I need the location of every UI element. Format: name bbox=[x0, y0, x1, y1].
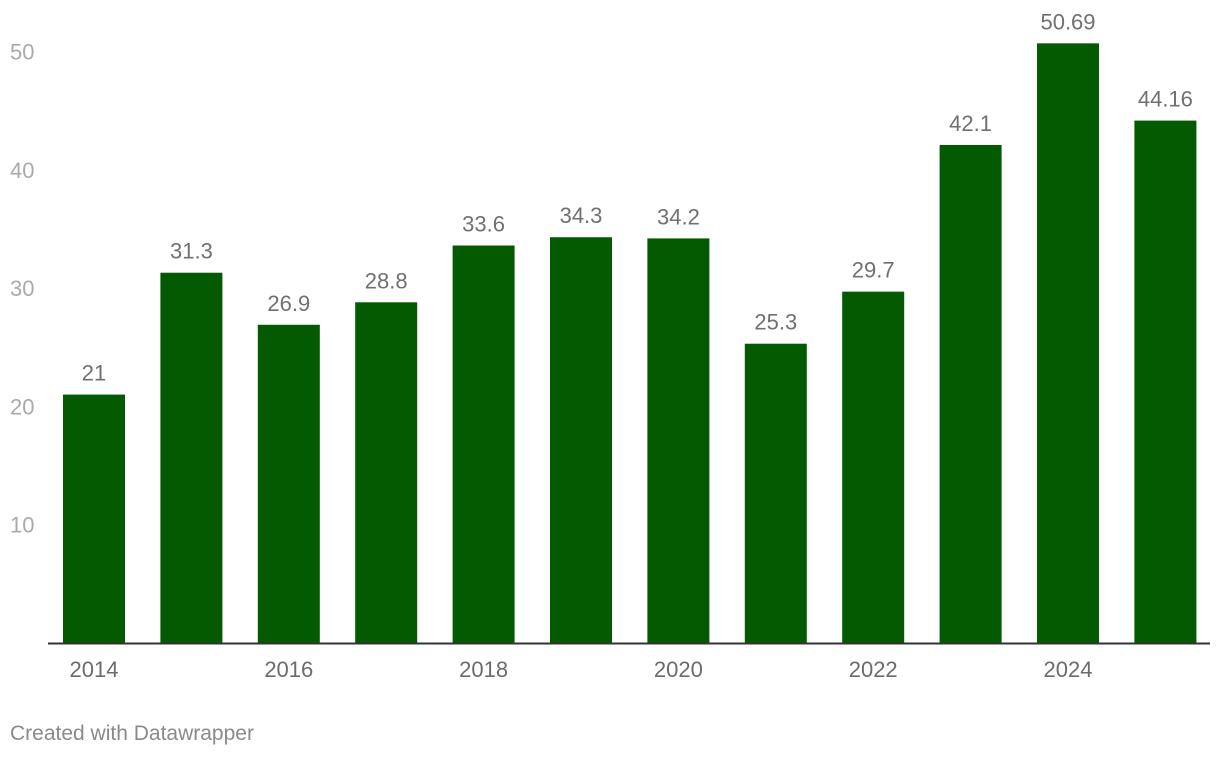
value-label: 29.7 bbox=[852, 258, 895, 283]
bar-2023[interactable] bbox=[939, 144, 1002, 643]
y-tick-label: 10 bbox=[10, 513, 34, 538]
bar-2015[interactable] bbox=[160, 272, 223, 643]
y-axis: 10 20 30 40 50 bbox=[10, 40, 34, 538]
value-label: 21 bbox=[82, 361, 106, 386]
bar-2016[interactable] bbox=[257, 324, 320, 643]
x-tick-label: 2024 bbox=[1044, 657, 1093, 682]
bar-2022[interactable] bbox=[842, 291, 905, 643]
value-label: 44.16 bbox=[1138, 87, 1193, 112]
x-axis: 2014 2016 2018 2020 2022 2024 bbox=[70, 657, 1093, 682]
x-tick-label: 2022 bbox=[849, 657, 898, 682]
value-label: 26.9 bbox=[267, 291, 310, 316]
y-tick-label: 20 bbox=[10, 394, 34, 419]
bar-2021[interactable] bbox=[744, 343, 807, 643]
x-tick-label: 2018 bbox=[459, 657, 508, 682]
value-label: 42.1 bbox=[949, 111, 992, 136]
bars-group bbox=[63, 43, 1197, 644]
value-label: 34.3 bbox=[560, 203, 603, 228]
y-tick-label: 50 bbox=[10, 40, 34, 65]
footer-credit: Created with Datawrapper bbox=[10, 722, 254, 745]
bar-2018[interactable] bbox=[452, 245, 515, 643]
y-tick-label: 40 bbox=[10, 158, 34, 183]
bar-2014[interactable] bbox=[63, 394, 125, 643]
x-tick-label: 2014 bbox=[70, 657, 119, 682]
value-label: 33.6 bbox=[462, 212, 505, 237]
value-label: 34.2 bbox=[657, 204, 700, 229]
bar-2019[interactable] bbox=[550, 237, 612, 643]
value-label: 28.8 bbox=[365, 268, 408, 293]
x-tick-label: 2016 bbox=[264, 657, 313, 682]
bar-2025[interactable] bbox=[1134, 120, 1197, 643]
value-label: 25.3 bbox=[754, 310, 797, 335]
bar-2020[interactable] bbox=[647, 238, 710, 643]
x-tick-label: 2020 bbox=[654, 657, 703, 682]
value-label: 31.3 bbox=[170, 239, 213, 264]
value-labels-group: 21 31.3 26.9 28.8 33.6 34.3 34.2 25.3 29.7 42.1 50… bbox=[82, 9, 1193, 385]
y-tick-label: 30 bbox=[10, 276, 34, 301]
value-label: 50.69 bbox=[1040, 9, 1095, 34]
bar-2017[interactable] bbox=[355, 302, 418, 643]
bar-2024[interactable] bbox=[1037, 43, 1099, 644]
